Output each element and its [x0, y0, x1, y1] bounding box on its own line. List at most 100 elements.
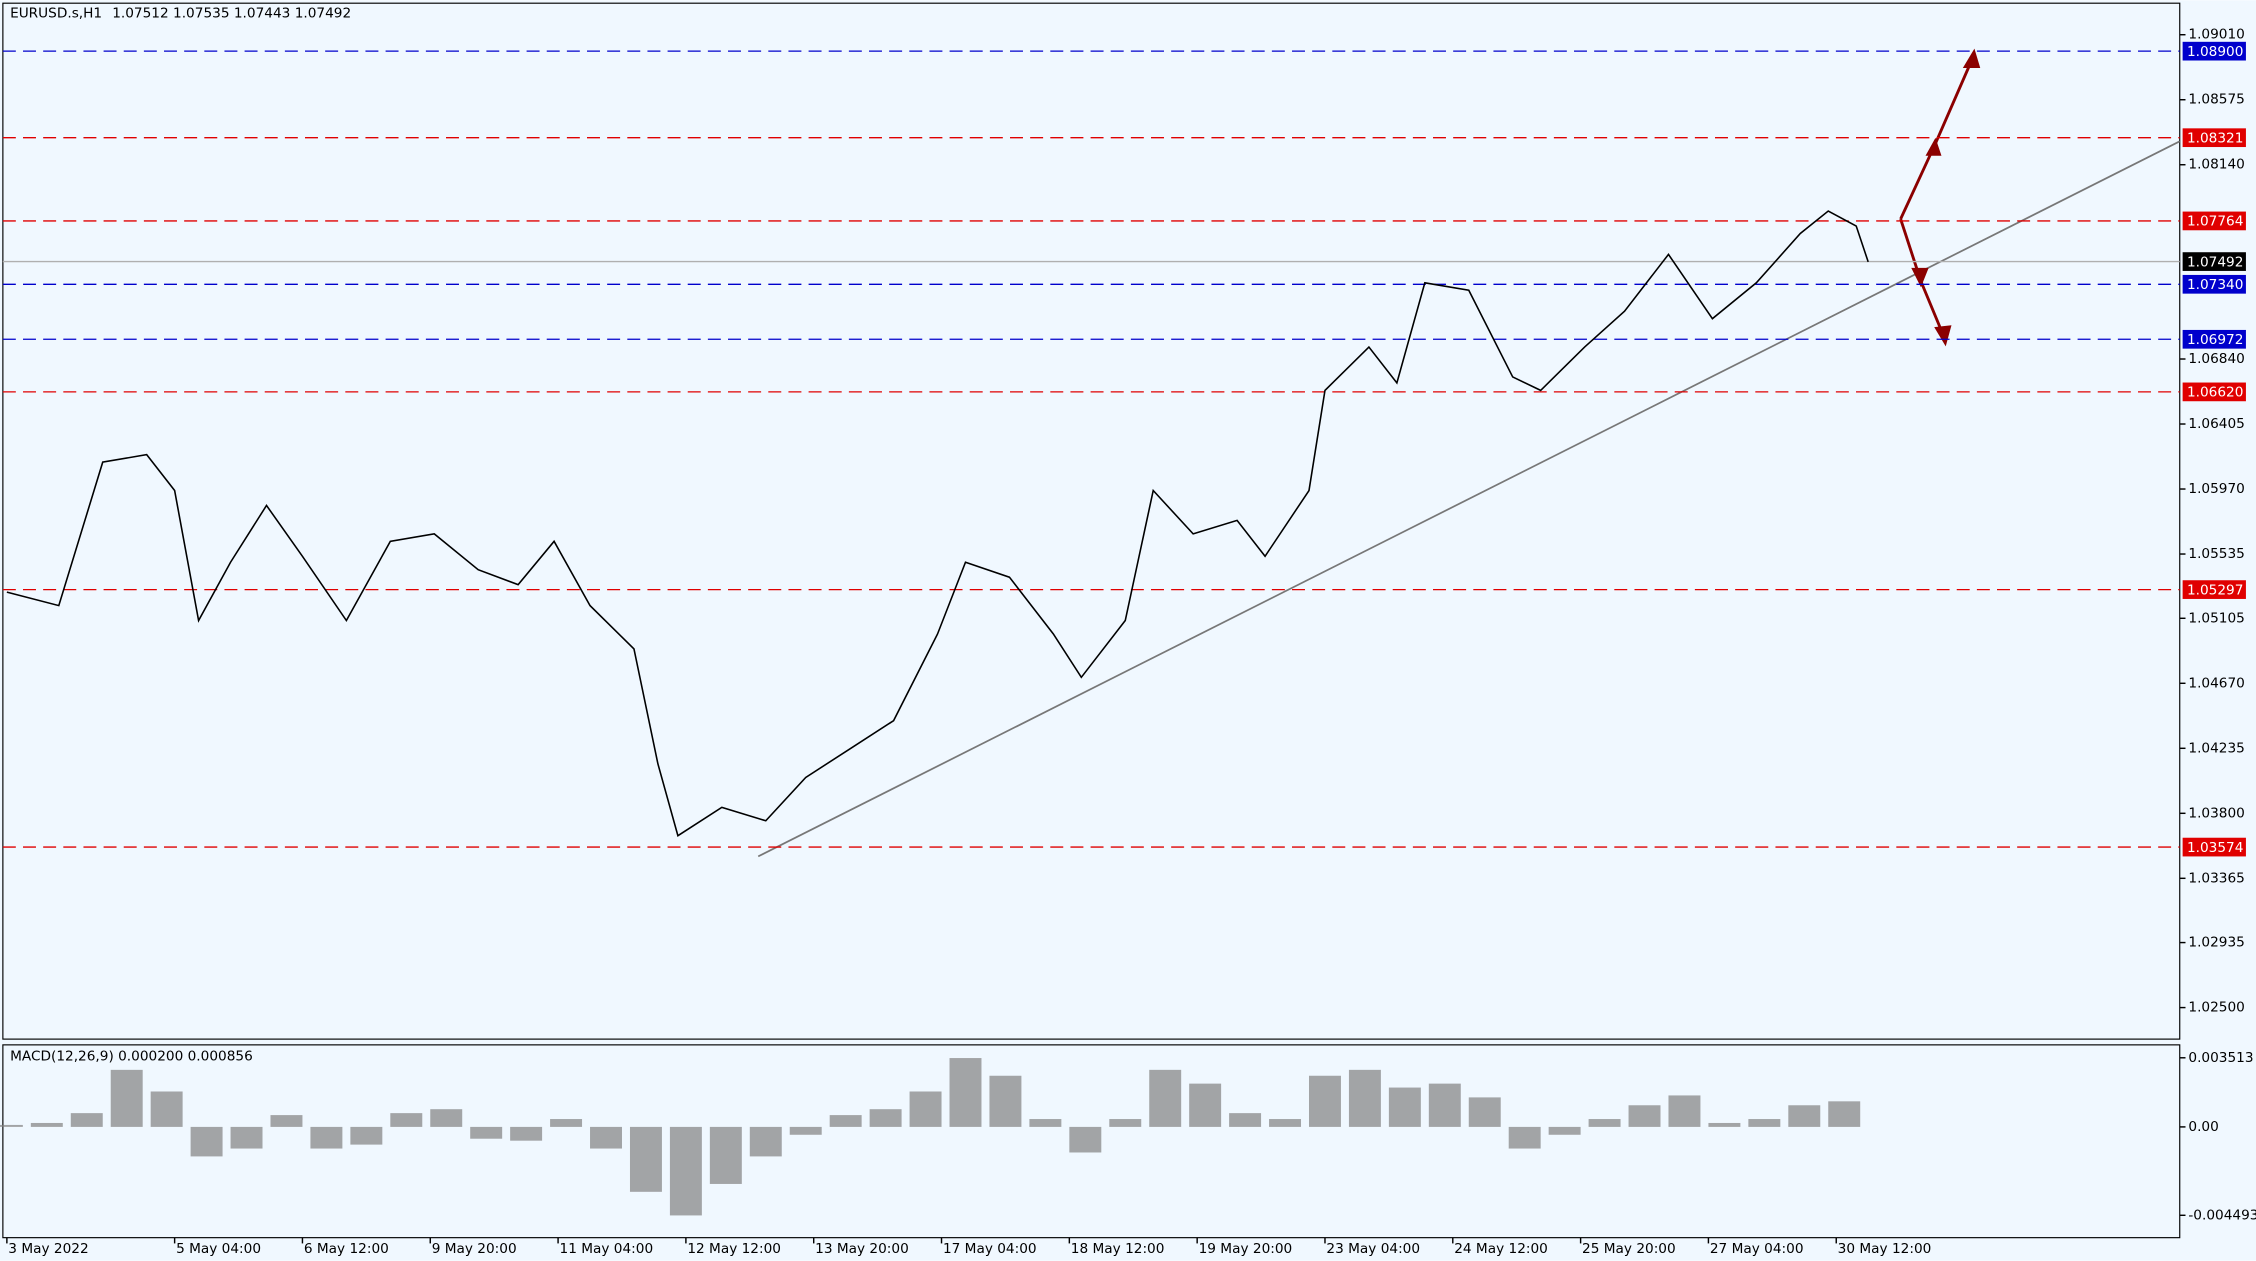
macd-bar	[1788, 1105, 1821, 1127]
level-label: 1.08900	[2187, 44, 2243, 60]
y-tick-label: 1.04670	[2188, 675, 2244, 691]
y-tick-label: 1.03800	[2188, 805, 2244, 821]
macd-bar	[510, 1126, 543, 1141]
y-tick-label: 1.08575	[2188, 92, 2244, 108]
macd-bar	[989, 1075, 1022, 1127]
level-tag	[2182, 382, 2246, 402]
symbol-title: EURUSD.s,H1 1.07512 1.07535 1.07443 1.07…	[10, 5, 351, 21]
y-tick-label: 1.02500	[2188, 1000, 2244, 1016]
macd-bar	[669, 1126, 702, 1216]
level-tag	[2182, 329, 2246, 349]
macd-bar	[709, 1126, 742, 1184]
macd-bar	[869, 1109, 902, 1127]
macd-bar	[1189, 1083, 1222, 1127]
x-tick-label: 9 May 20:00	[432, 1241, 517, 1257]
y-tick-label: 1.05105	[2188, 610, 2244, 626]
macd-bar	[1229, 1113, 1262, 1127]
macd-bar	[789, 1126, 822, 1135]
macd-bar	[1109, 1119, 1142, 1127]
macd-bar	[909, 1091, 942, 1127]
level-label: 1.06620	[2187, 385, 2243, 401]
x-tick-label: 25 May 20:00	[1582, 1241, 1676, 1257]
x-tick-label: 12 May 12:00	[687, 1241, 781, 1257]
level-tag	[2182, 41, 2246, 61]
macd-bar	[1748, 1119, 1781, 1127]
y-tick-label: 1.05970	[2188, 481, 2244, 497]
level-tag	[2182, 580, 2246, 599]
macd-bar	[1588, 1119, 1621, 1127]
plot: 1.09010 1.08575 1.08140 1.06840 1.06405 1.059…	[0, 27, 2256, 1257]
macd-bar	[550, 1119, 583, 1127]
y-tick-label: 1.02935	[2188, 935, 2244, 951]
y-tick-label: 1.09010	[2188, 27, 2244, 43]
y-tick-label: -0.004493	[2188, 1207, 2256, 1223]
x-tick-label: 13 May 20:00	[815, 1241, 909, 1257]
level-tag	[2182, 252, 2246, 271]
macd-panel	[2, 1044, 2181, 1239]
y-tick-label: 0.00	[2188, 1119, 2218, 1135]
macd-bar	[350, 1126, 383, 1145]
y-tick-label: 1.03365	[2188, 870, 2244, 886]
macd-bar	[1468, 1097, 1501, 1127]
macd-bar	[829, 1115, 862, 1127]
x-tick-label: 18 May 12:00	[1071, 1241, 1165, 1257]
macd-bar	[0, 1124, 23, 1127]
y-tick-label: 1.06840	[2188, 351, 2244, 367]
macd-bar	[1828, 1101, 1861, 1127]
macd-bar	[270, 1115, 303, 1127]
macd-bar	[1308, 1075, 1341, 1127]
y-tick-label: 1.06405	[2188, 416, 2244, 432]
x-tick-label: 17 May 04:00	[943, 1241, 1037, 1257]
macd-bar	[1628, 1105, 1661, 1127]
x-tick-label: 24 May 12:00	[1454, 1241, 1548, 1257]
macd-bar	[590, 1126, 622, 1149]
level-label: 1.06972	[2187, 332, 2243, 348]
x-tick-label: 27 May 04:00	[1710, 1241, 1804, 1257]
macd-bar	[949, 1058, 982, 1127]
macd-bar	[310, 1126, 343, 1149]
level-label: 1.07492	[2187, 254, 2243, 270]
macd-bar	[1149, 1069, 1182, 1127]
level-label: 1.05297	[2187, 582, 2243, 598]
level-tag	[2182, 837, 2246, 857]
macd-bar	[1508, 1126, 1541, 1149]
level-label: 1.07340	[2187, 277, 2243, 293]
price-line	[6, 210, 1869, 837]
macd-bar	[1428, 1083, 1461, 1127]
level-label: 1.07764	[2187, 214, 2243, 230]
macd-bar	[390, 1113, 423, 1127]
macd-bar	[1269, 1119, 1302, 1127]
price-panel	[2, 2, 2181, 1040]
macd-bar	[1069, 1126, 1102, 1153]
y-tick-label: 0.003513	[2188, 1050, 2253, 1066]
macd-bar	[629, 1126, 662, 1192]
x-tick-label: 30 May 12:00	[1838, 1241, 1932, 1257]
macd-bar	[1388, 1087, 1421, 1127]
macd-bar	[430, 1109, 463, 1127]
y-tick-label: 1.05535	[2188, 546, 2244, 562]
macd-bar	[1029, 1119, 1062, 1127]
x-tick-label: 3 May 2022	[8, 1241, 88, 1257]
macd-bar	[749, 1126, 782, 1157]
macd-bar	[70, 1113, 103, 1127]
level-tag	[2182, 274, 2246, 294]
x-tick-label: 6 May 12:00	[304, 1241, 389, 1257]
x-tick-label: 11 May 04:00	[560, 1241, 654, 1257]
macd-bar	[1708, 1122, 1741, 1127]
y-tick-label: 1.04235	[2188, 740, 2244, 756]
macd-bar	[230, 1126, 263, 1149]
x-tick-label: 23 May 04:00	[1326, 1241, 1420, 1257]
level-label: 1.03574	[2187, 840, 2243, 856]
x-tick-label: 5 May 04:00	[176, 1241, 261, 1257]
macd-bar	[150, 1091, 183, 1127]
macd-bar	[30, 1122, 63, 1127]
level-tag	[2182, 128, 2246, 148]
macd-title: MACD(12,26,9) 0.000200 0.000856	[10, 1048, 253, 1064]
level-label: 1.08321	[2187, 130, 2243, 146]
level-tag	[2182, 211, 2246, 231]
x-tick-label: 19 May 20:00	[1199, 1241, 1293, 1257]
trend-line	[757, 140, 2181, 858]
y-tick-label: 1.08140	[2188, 157, 2244, 173]
macd-bar	[1348, 1069, 1381, 1127]
